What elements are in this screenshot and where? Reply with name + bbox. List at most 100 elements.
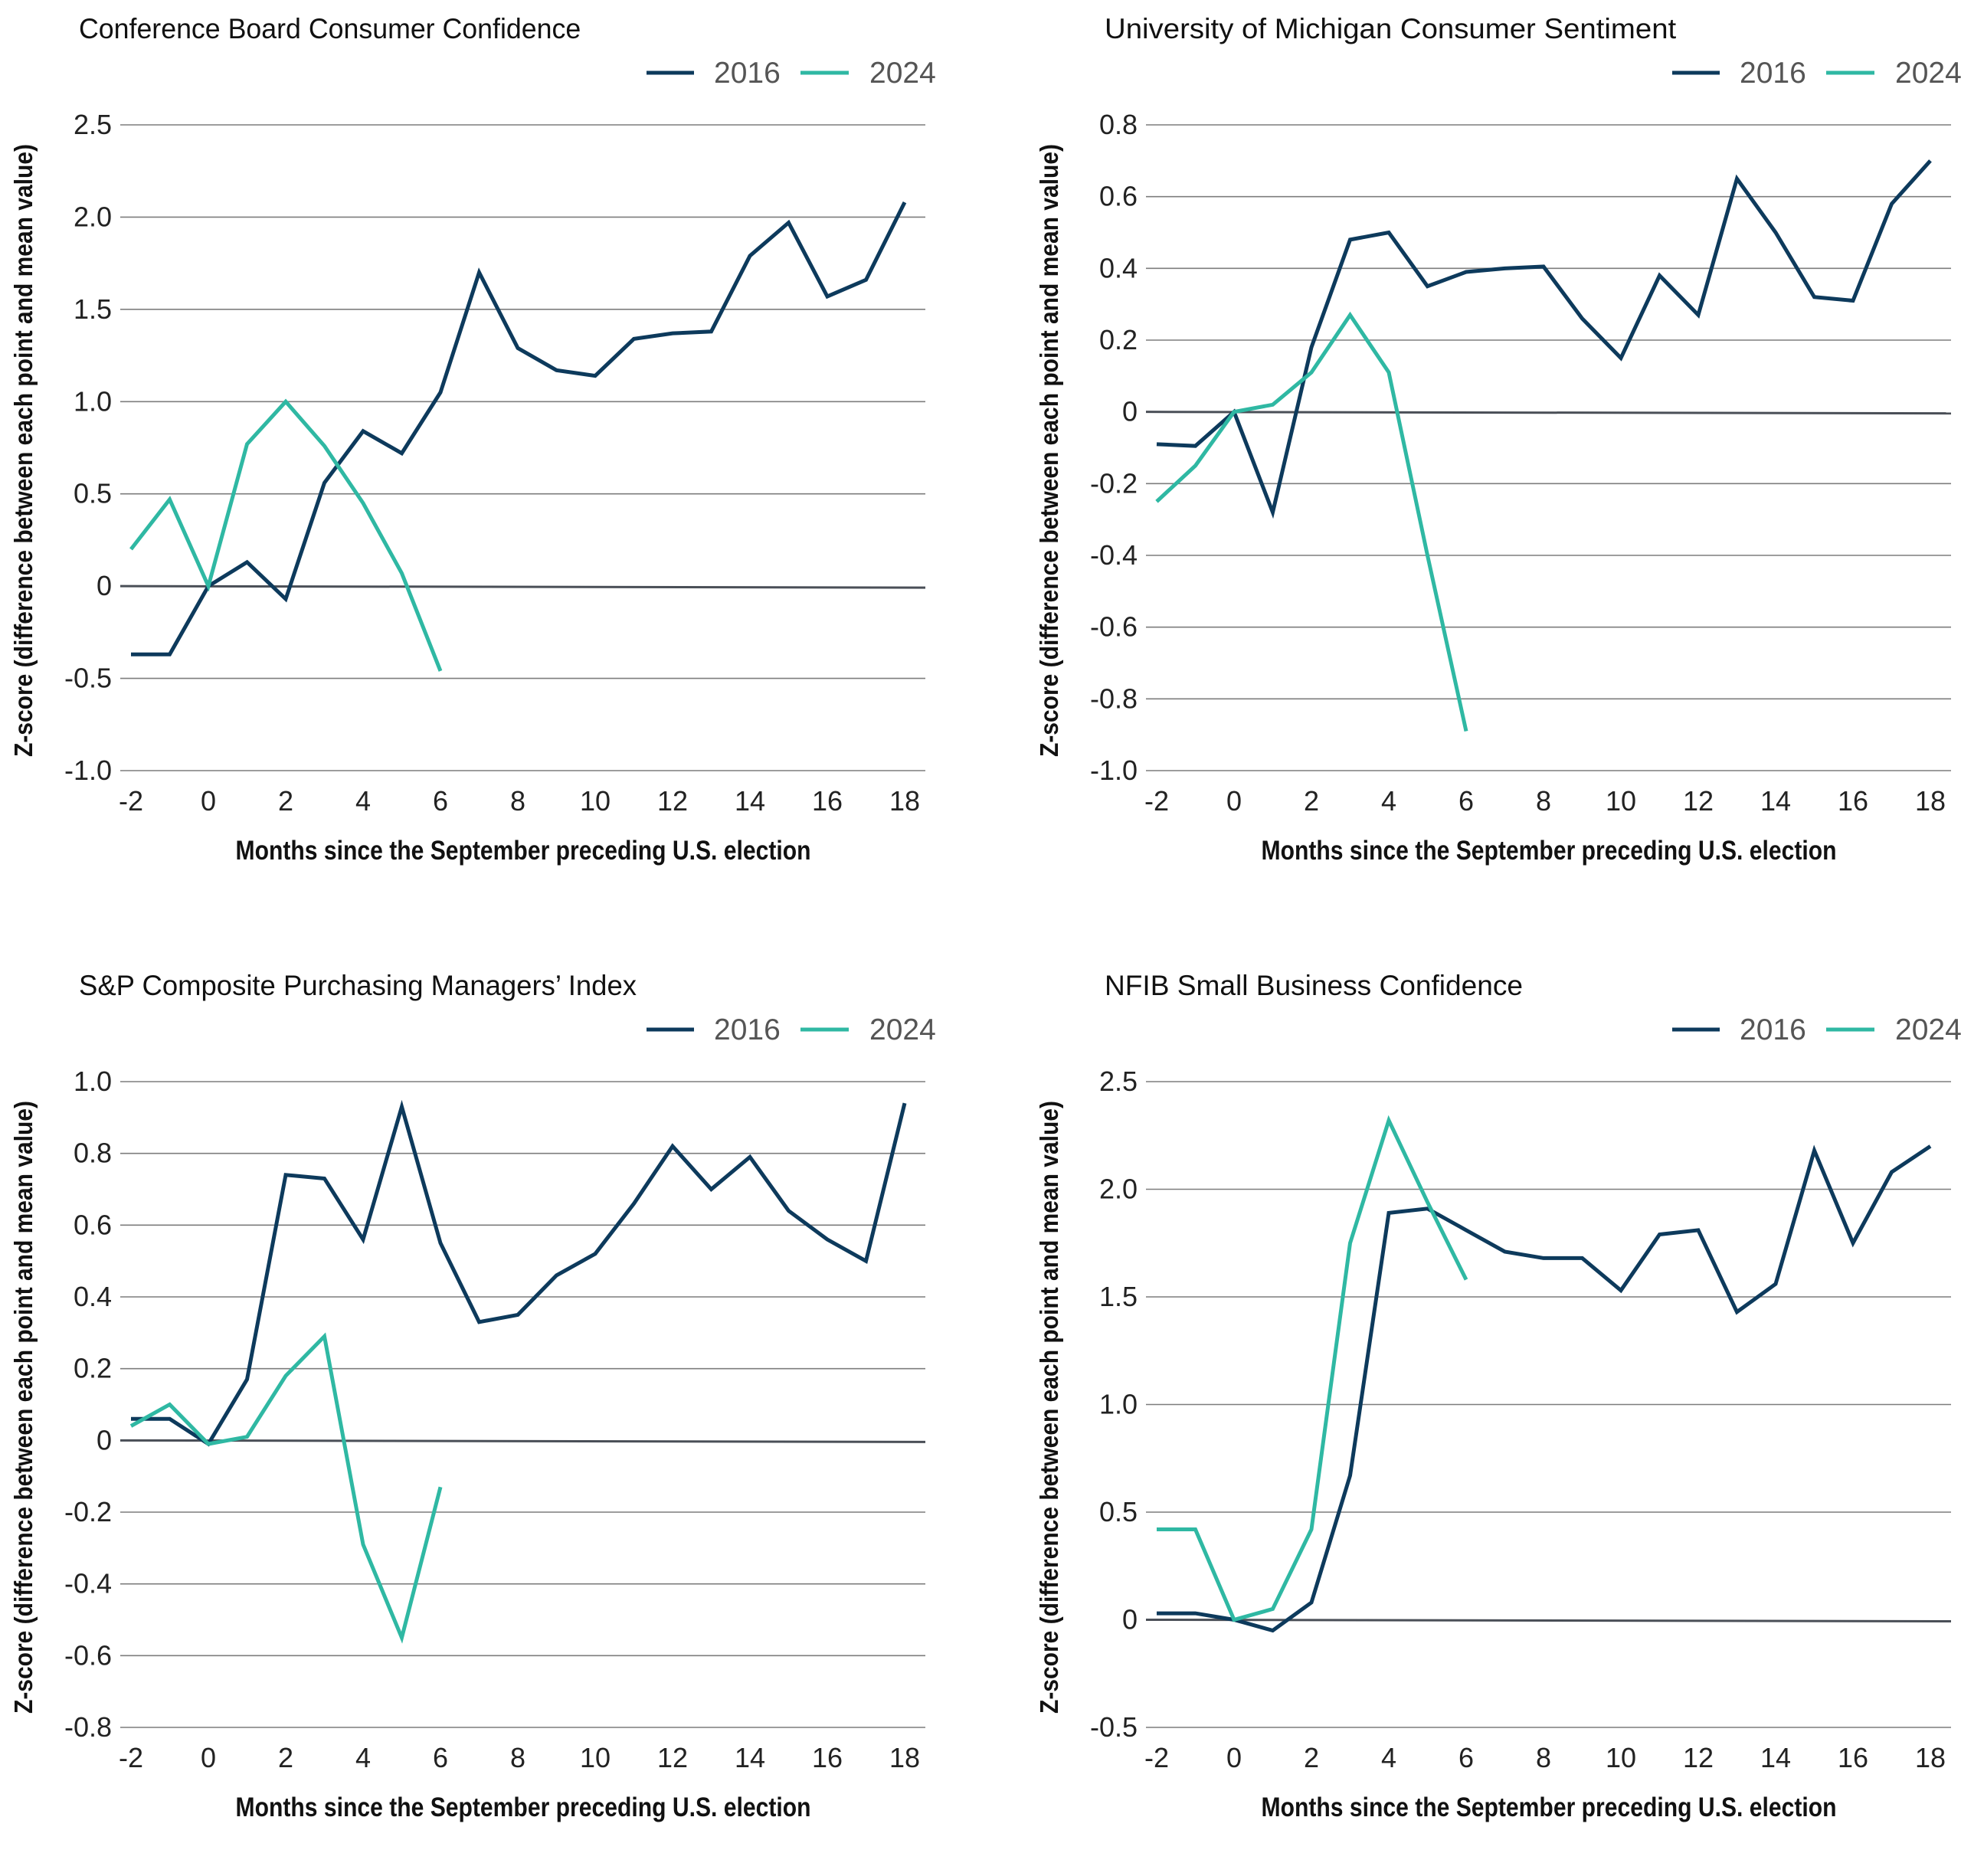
- y-tick-label: 0.8: [1099, 109, 1138, 140]
- x-tick-label: 18: [889, 785, 920, 817]
- series-line-2016: [131, 201, 907, 656]
- chart-umich-sentiment: University of Michigan Consumer Sentimen…: [1026, 0, 1961, 919]
- x-tick-label: 12: [657, 1742, 688, 1773]
- chart-title: University of Michigan Consumer Sentimen…: [1105, 13, 1677, 44]
- y-tick-label: 0: [1122, 1604, 1138, 1635]
- x-tick-label: 6: [1458, 1742, 1474, 1773]
- x-tick-label: 14: [735, 1742, 765, 1773]
- x-tick-label: 18: [1915, 1742, 1946, 1773]
- y-tick-label: 1.0: [74, 1066, 112, 1097]
- zero-line: [119, 1439, 926, 1443]
- x-tick-label: 4: [1381, 785, 1396, 817]
- x-tick-label: 0: [1226, 1742, 1242, 1773]
- zero-line: [1145, 1619, 1952, 1622]
- y-tick-label: -0.6: [1090, 611, 1138, 643]
- y-tick-label: 1.0: [1099, 1389, 1138, 1420]
- legend-label-2016: 2016: [714, 1013, 781, 1046]
- x-tick-label: 6: [433, 1742, 448, 1773]
- y-tick-label: 2.5: [74, 109, 112, 140]
- chart-conference-board: Conference Board Consumer Confidence 2016…: [0, 0, 935, 919]
- x-tick-label: 6: [1458, 785, 1474, 817]
- series-line-2024: [1157, 1115, 1468, 1622]
- y-tick-label: -0.2: [1090, 467, 1138, 499]
- series-line-2024: [129, 1332, 443, 1644]
- y-tick-label: 0: [97, 1424, 112, 1455]
- chart-nfib: NFIB Small Business Confidence 2016 2024 -0…: [1026, 957, 1961, 1876]
- y-tick-label: -0.8: [1090, 683, 1138, 714]
- y-tick-label: 0.6: [1099, 181, 1138, 212]
- legend-label-2016: 2016: [714, 57, 781, 90]
- x-tick-label: 16: [812, 785, 843, 817]
- zero-line: [119, 584, 926, 589]
- y-tick-label: 0.4: [1099, 252, 1138, 283]
- y-tick-label: 0: [1122, 396, 1138, 427]
- y-tick-label: 0: [97, 570, 112, 601]
- x-tick-label: 16: [1838, 1742, 1868, 1773]
- y-axis-label: Z-score (difference between each point a…: [9, 1101, 38, 1714]
- y-tick-label: 1.0: [74, 385, 112, 417]
- x-tick-label: 4: [1381, 1742, 1396, 1773]
- series-line-2016: [131, 1099, 907, 1447]
- y-tick-label: -1.0: [64, 755, 112, 786]
- chart-sp-pmi: S&P Composite Purchasing Managers’ Index…: [0, 957, 935, 1876]
- x-tick-label: 12: [1683, 785, 1714, 817]
- x-tick-label: 0: [201, 1742, 216, 1773]
- series-line-2016: [1157, 1144, 1932, 1633]
- y-tick-label: 1.5: [1099, 1281, 1138, 1312]
- x-tick-label: 14: [735, 785, 765, 817]
- y-tick-label: -0.4: [64, 1568, 112, 1599]
- x-tick-label: 2: [1304, 1742, 1319, 1773]
- y-tick-label: 0.5: [1099, 1496, 1138, 1527]
- legend-label-2016: 2016: [1740, 57, 1806, 90]
- y-axis-label: Z-score (difference between each point a…: [9, 144, 38, 757]
- x-tick-label: 18: [889, 1742, 920, 1773]
- y-tick-label: 2.5: [1099, 1066, 1138, 1097]
- legend-label-2024: 2024: [1895, 57, 1961, 90]
- legend-label-2024: 2024: [869, 1013, 935, 1046]
- y-tick-label: -0.5: [1090, 1711, 1138, 1743]
- y-tick-label: -0.5: [64, 663, 112, 694]
- y-tick-label: 0.2: [1099, 324, 1138, 355]
- x-tick-label: 4: [355, 785, 371, 817]
- y-axis-label: Z-score (difference between each point a…: [1035, 1101, 1063, 1714]
- y-axis-label: Z-score (difference between each point a…: [1035, 144, 1063, 757]
- y-tick-label: -1.0: [1090, 755, 1138, 786]
- chart-title: Conference Board Consumer Confidence: [79, 13, 581, 44]
- y-tick-label: 0.2: [74, 1353, 112, 1384]
- x-tick-label: 18: [1915, 785, 1946, 817]
- x-tick-label: 16: [812, 1742, 843, 1773]
- x-tick-label: -2: [119, 1742, 143, 1773]
- x-tick-label: 14: [1760, 1742, 1791, 1773]
- x-tick-label: 0: [201, 785, 216, 817]
- x-tick-label: -2: [119, 785, 143, 817]
- x-tick-label: 10: [580, 1742, 611, 1773]
- y-tick-label: 0.4: [74, 1281, 112, 1312]
- x-axis-label: Months since the September preceding U.S…: [236, 1793, 811, 1822]
- y-tick-label: 0.8: [74, 1138, 112, 1169]
- x-tick-label: 10: [1606, 1742, 1636, 1773]
- x-tick-label: -2: [1144, 785, 1169, 817]
- y-tick-label: 1.5: [74, 293, 112, 325]
- x-tick-label: 12: [1683, 1742, 1714, 1773]
- x-axis-label: Months since the September preceding U.S…: [1262, 1793, 1837, 1822]
- series-line-2024: [1155, 311, 1468, 732]
- x-tick-label: 10: [1606, 785, 1636, 817]
- x-axis-label: Months since the September preceding U.S…: [236, 836, 811, 866]
- y-tick-label: 2.0: [74, 201, 112, 232]
- series-line-2024: [129, 398, 443, 672]
- x-tick-label: 14: [1760, 785, 1791, 817]
- y-tick-label: 0.6: [74, 1209, 112, 1240]
- y-tick-label: -0.4: [1090, 539, 1138, 571]
- x-tick-label: 8: [510, 785, 525, 817]
- x-tick-label: 2: [1304, 785, 1319, 817]
- y-tick-label: 0.5: [74, 478, 112, 509]
- x-tick-label: 8: [1536, 785, 1551, 817]
- chart-title: S&P Composite Purchasing Managers’ Index: [79, 970, 637, 1001]
- x-tick-label: 4: [355, 1742, 371, 1773]
- series-line-2016: [1156, 159, 1932, 519]
- legend-label-2016: 2016: [1740, 1013, 1806, 1046]
- y-tick-label: -0.6: [64, 1639, 112, 1671]
- zero-line: [1145, 411, 1952, 415]
- x-tick-label: 6: [433, 785, 448, 817]
- y-tick-label: -0.8: [64, 1711, 112, 1743]
